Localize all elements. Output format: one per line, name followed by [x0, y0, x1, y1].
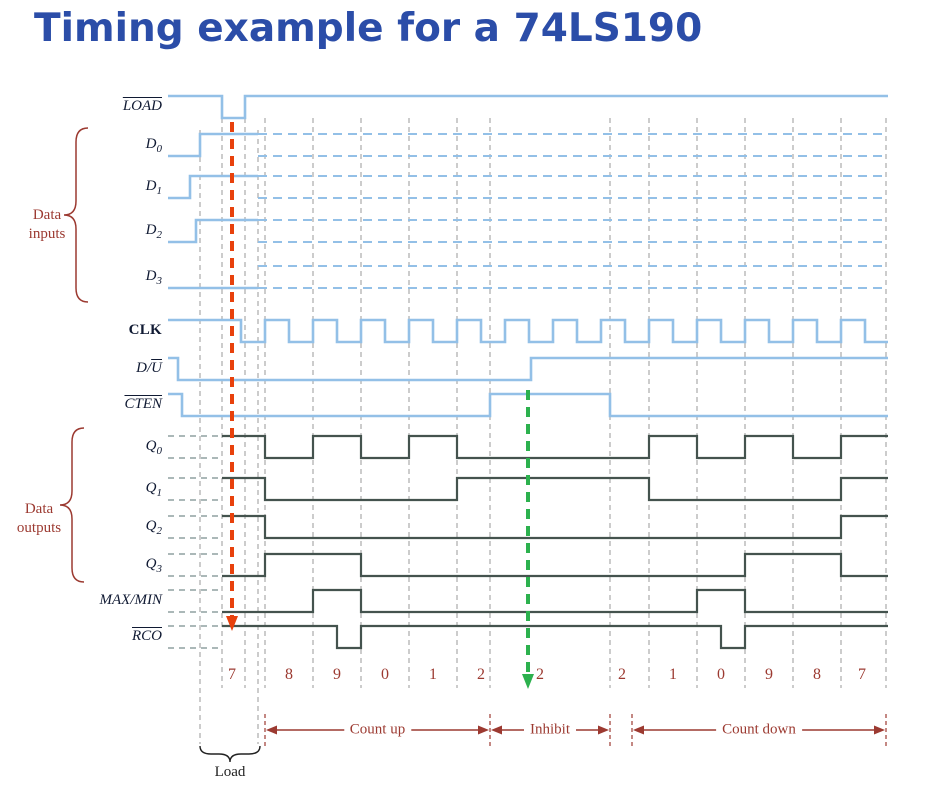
- waveform-q1: [222, 476, 888, 502]
- waveform-q0: [222, 434, 888, 460]
- phase-arrowhead-right-icon: [598, 725, 609, 735]
- load-moment-arrow-head-icon: [226, 616, 238, 631]
- phase-arrowhead-left-icon: [266, 725, 277, 735]
- waveform-q2: [222, 514, 888, 540]
- data-inputs-brace-icon: [63, 127, 89, 303]
- waveform-load: [168, 94, 888, 120]
- waveform-d1: [168, 174, 258, 200]
- inhibit-moment-arrow-head-icon: [522, 674, 534, 689]
- waveform-d-u: [168, 356, 888, 382]
- phase-arrowhead-left-icon: [491, 725, 502, 735]
- waveform-cten: [168, 392, 888, 418]
- waveform-maxmin: [222, 588, 888, 614]
- phase-arrowhead-left-icon: [633, 725, 644, 735]
- page-title: Timing example for a 74LS190: [34, 6, 703, 51]
- data-outputs-brace-icon: [59, 427, 85, 583]
- phase-arrowhead-right-icon: [874, 725, 885, 735]
- waveform-rco: [222, 624, 888, 650]
- phase-arrowhead-right-icon: [478, 725, 489, 735]
- waveform-d2: [168, 218, 258, 244]
- waveform-clk: [168, 318, 888, 344]
- waveform-q3: [222, 552, 888, 578]
- waveform-d0: [168, 132, 258, 158]
- load-region-brace-icon: [199, 745, 261, 763]
